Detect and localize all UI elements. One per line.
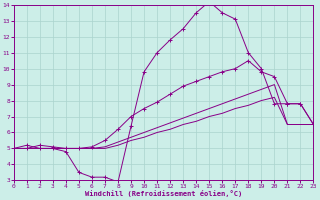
X-axis label: Windchill (Refroidissement éolien,°C): Windchill (Refroidissement éolien,°C) [85,190,242,197]
